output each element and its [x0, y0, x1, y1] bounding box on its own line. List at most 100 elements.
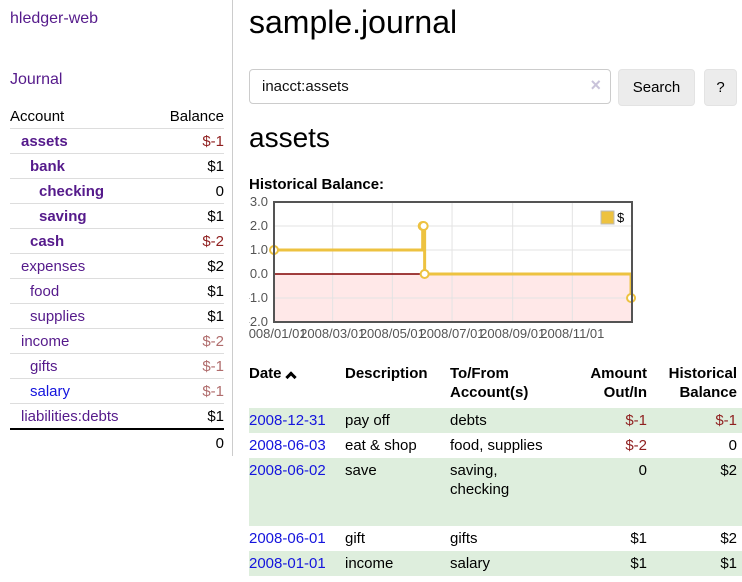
svg-text:-2.0: -2.0 [249, 314, 268, 329]
accounts-table: Account Balance assets $-1 bank $1 check… [10, 104, 224, 455]
transaction-balance: $2 [647, 458, 742, 526]
transaction-accounts: saving, checking [450, 458, 562, 526]
account-balance: $2 [152, 253, 224, 279]
transaction-date-link[interactable]: 2008-01-01 [249, 555, 326, 572]
account-balance: $-2 [152, 328, 224, 354]
transaction-balance: 0 [728, 437, 737, 454]
accounts-total-value: 0 [215, 435, 224, 452]
transaction-accounts: debts [450, 408, 562, 433]
account-balance: 0 [152, 178, 224, 204]
transaction-date-link[interactable]: 2008-06-01 [249, 530, 326, 547]
account-balance: $1 [152, 153, 224, 179]
register-row: 2008-06-01 gift gifts $1 $2 [249, 526, 742, 551]
transaction-description: eat & shop [345, 437, 417, 454]
account-link-income[interactable]: income [21, 333, 70, 350]
transaction-balance: $1 [647, 551, 742, 576]
transaction-date-link[interactable]: 2008-12-31 [249, 412, 326, 429]
main-content: sample.journal × Search ? assets Histori… [249, 0, 742, 582]
svg-text:$: $ [617, 210, 625, 225]
account-link-cash[interactable]: cash [30, 233, 65, 250]
svg-text:2.0: 2.0 [250, 218, 268, 233]
account-row: supplies $1 [10, 303, 224, 329]
account-link-food[interactable]: food [30, 283, 60, 300]
sort-chevron-up-icon [284, 371, 297, 383]
account-link-supplies[interactable]: supplies [30, 308, 86, 325]
account-balance: $1 [152, 303, 224, 329]
account-link-expenses[interactable]: expenses [21, 258, 86, 275]
account-row: assets $-1 [10, 128, 224, 154]
account-balance: $1 [152, 203, 224, 229]
page-title: sample.journal [249, 4, 458, 40]
svg-text:2008/09/01: 2008/09/01 [480, 326, 545, 341]
header-balance: Historical Balance [668, 365, 737, 401]
account-row: salary $-1 [10, 378, 224, 404]
search-input[interactable] [249, 69, 611, 104]
transaction-accounts: food, supplies [450, 437, 543, 454]
balance-column-header: Balance [152, 104, 224, 129]
accounts-total-row: 0 [10, 429, 224, 455]
account-balance: $-2 [152, 228, 224, 254]
transaction-description: income [345, 551, 450, 576]
transaction-accounts: gifts [450, 530, 478, 547]
account-row: bank $1 [10, 153, 224, 179]
register-header-row: Date Description To/From Account(s) Amou… [249, 362, 742, 408]
clear-search-icon[interactable]: × [590, 75, 601, 95]
svg-text:2008/01/01: 2008/01/01 [249, 326, 307, 341]
account-balance: $-1 [152, 128, 224, 154]
header-accounts: To/From Account(s) [450, 365, 529, 401]
transaction-balance: $-1 [647, 408, 742, 433]
account-link-gifts[interactable]: gifts [30, 358, 58, 375]
register-row: 2008-12-31 pay off debts $-1 $-1 [249, 408, 742, 433]
svg-text:2008/07/01: 2008/07/01 [419, 326, 484, 341]
svg-text:0.0: 0.0 [250, 266, 268, 281]
historical-balance-chart: 3.0 2.0 1.0 0.0 -1.0 -2.02008/01/012008/03/01… [249, 196, 742, 346]
account-balance: $-1 [152, 353, 224, 379]
account-link-liabilities-debts[interactable]: liabilities:debts [21, 408, 119, 425]
account-link-checking[interactable]: checking [39, 183, 105, 200]
transaction-amount: 0 [562, 458, 647, 526]
header-date[interactable]: Date [249, 362, 345, 408]
svg-text:2008/05/01: 2008/05/01 [360, 326, 425, 341]
svg-text:2008/11/01: 2008/11/01 [540, 326, 604, 341]
search-button[interactable]: Search [618, 69, 695, 106]
account-heading: assets [249, 122, 330, 153]
account-link-bank[interactable]: bank [30, 158, 66, 175]
register-row: 2008-06-03 eat & shop food, supplies $-2… [249, 433, 742, 458]
transaction-amount: $1 [562, 551, 647, 576]
help-button[interactable]: ? [704, 69, 737, 106]
transaction-amount: $-2 [625, 437, 647, 454]
transaction-accounts: salary [450, 551, 562, 576]
transaction-description: save [345, 458, 450, 526]
account-balance: $-1 [152, 378, 224, 404]
header-amount: Amount Out/In [590, 365, 647, 401]
svg-text:3.0: 3.0 [250, 196, 268, 209]
header-description: Description [345, 365, 428, 382]
account-link-assets[interactable]: assets [21, 133, 68, 150]
account-balance: $1 [152, 278, 224, 304]
account-link-saving[interactable]: saving [39, 208, 87, 225]
account-row: cash $-2 [10, 228, 224, 254]
search-form: × Search ? [249, 69, 742, 106]
account-row: food $1 [10, 278, 224, 304]
app-title-link[interactable]: hledger-web [10, 10, 99, 27]
account-row: liabilities:debts $1 [10, 403, 224, 430]
transaction-date-link[interactable]: 2008-06-03 [249, 437, 326, 454]
sidebar: hledger-web Journal Account Balance asse… [0, 0, 233, 456]
account-column-header: Account [10, 104, 153, 129]
account-row: saving $1 [10, 203, 224, 229]
chart-title: Historical Balance: [249, 176, 385, 193]
transaction-amount: $-1 [562, 408, 647, 433]
account-row: expenses $2 [10, 253, 224, 279]
account-balance: $1 [152, 403, 224, 430]
svg-text:1.0: 1.0 [250, 242, 268, 257]
register-table: Date Description To/From Account(s) Amou… [249, 362, 742, 576]
transaction-date-link[interactable]: 2008-06-02 [249, 462, 326, 479]
sidebar-item-journal[interactable]: Journal [10, 71, 63, 88]
transaction-description: gift [345, 530, 366, 547]
transaction-amount: $1 [630, 530, 647, 547]
account-link-salary[interactable]: salary [30, 383, 71, 400]
balance-chart-svg: 3.0 2.0 1.0 0.0 -1.0 -2.02008/01/012008/03/01… [249, 196, 637, 341]
account-row: gifts $-1 [10, 353, 224, 379]
svg-text:2008/03/01: 2008/03/01 [300, 326, 365, 341]
register-row: 2008-01-01 income salary $1 $1 [249, 551, 742, 576]
